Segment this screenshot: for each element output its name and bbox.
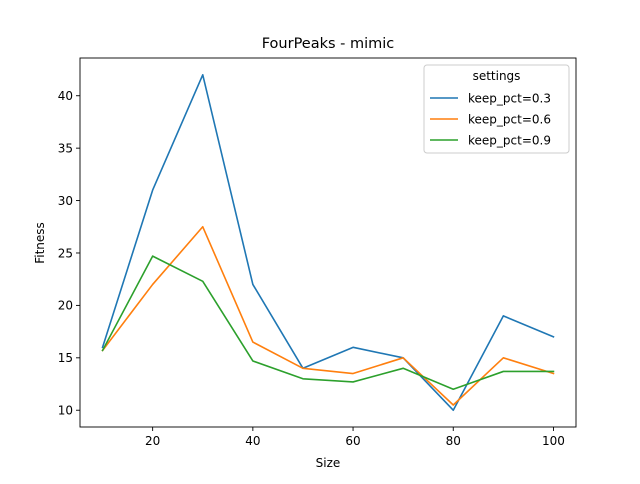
- series-line-3: [101, 255, 555, 391]
- x-tick-label: 40: [245, 434, 260, 448]
- legend: settings keep_pct=0.3 keep_pct=0.6 keep_pct…: [423, 64, 570, 154]
- legend-entry-2: keep_pct=0.6: [468, 113, 551, 127]
- y-axis: 10 15 20 25 30 35 40: [58, 89, 80, 418]
- chart-title: FourPeaks - mimic: [262, 36, 395, 52]
- legend-entry-1: keep_pct=0.3: [468, 92, 551, 106]
- y-tick-label: 15: [58, 351, 73, 365]
- y-tick-label: 30: [58, 194, 73, 208]
- x-axis-label: Size: [316, 456, 341, 470]
- series-line-1: [101, 73, 555, 412]
- y-tick-label: 10: [58, 404, 73, 418]
- y-tick-label: 25: [58, 246, 73, 260]
- y-tick-label: 35: [58, 141, 73, 155]
- legend-title: settings: [473, 69, 521, 83]
- x-tick-label: 20: [145, 434, 160, 448]
- series-line-2: [101, 225, 555, 406]
- x-tick-label: 80: [446, 434, 461, 448]
- plot-area: [79, 57, 577, 428]
- legend-box: [423, 64, 570, 154]
- legend-entry-3: keep_pct=0.9: [468, 134, 551, 148]
- plot-frame: [79, 57, 577, 428]
- y-axis-label: Fitness: [33, 222, 47, 264]
- x-tick-label: 100: [542, 434, 565, 448]
- y-tick-label: 40: [58, 89, 73, 103]
- x-tick-label: 60: [345, 434, 360, 448]
- y-tick-label: 20: [58, 299, 73, 313]
- x-axis: 20 40 60 80 100: [145, 427, 565, 448]
